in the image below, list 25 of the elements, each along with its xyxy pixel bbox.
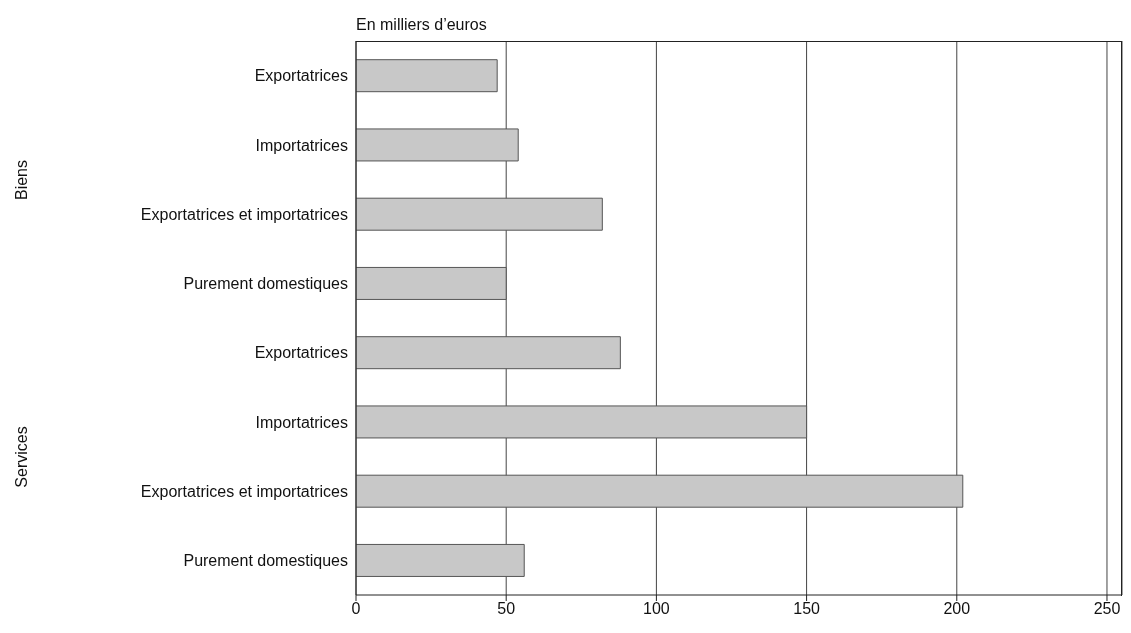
x-tick-label: 100 [643, 600, 670, 618]
x-tick-label: 150 [793, 600, 821, 618]
y-tick-label: Purement domestiques [183, 275, 348, 293]
bar [356, 474, 964, 508]
y-tick-label: Exportatrices et importatrices [140, 482, 348, 500]
text: Biens [13, 159, 31, 200]
bar [356, 266, 507, 300]
y-tick-label: Importatrices [255, 413, 348, 431]
bar [356, 59, 498, 93]
x-tick-label: 50 [497, 600, 516, 618]
x-tick-label: 250 [1093, 600, 1121, 618]
y-tick-label: Purement domestiques [183, 552, 348, 570]
chart-title: En milliers d’euros [356, 16, 487, 34]
bar [356, 405, 808, 439]
y-tick-label: Exportatrices et importatrices [140, 205, 348, 223]
text: Services [13, 425, 31, 488]
x-tick-label: 200 [943, 600, 971, 618]
bar [356, 197, 603, 231]
bar [356, 543, 525, 577]
y-tick-label: Exportatrices [254, 344, 348, 362]
bar [356, 336, 621, 370]
y-tick-label: Exportatrices [254, 67, 348, 85]
x-tick-label: 0 [351, 600, 361, 618]
y-tick-label: Importatrices [255, 136, 348, 154]
bar [356, 128, 519, 162]
